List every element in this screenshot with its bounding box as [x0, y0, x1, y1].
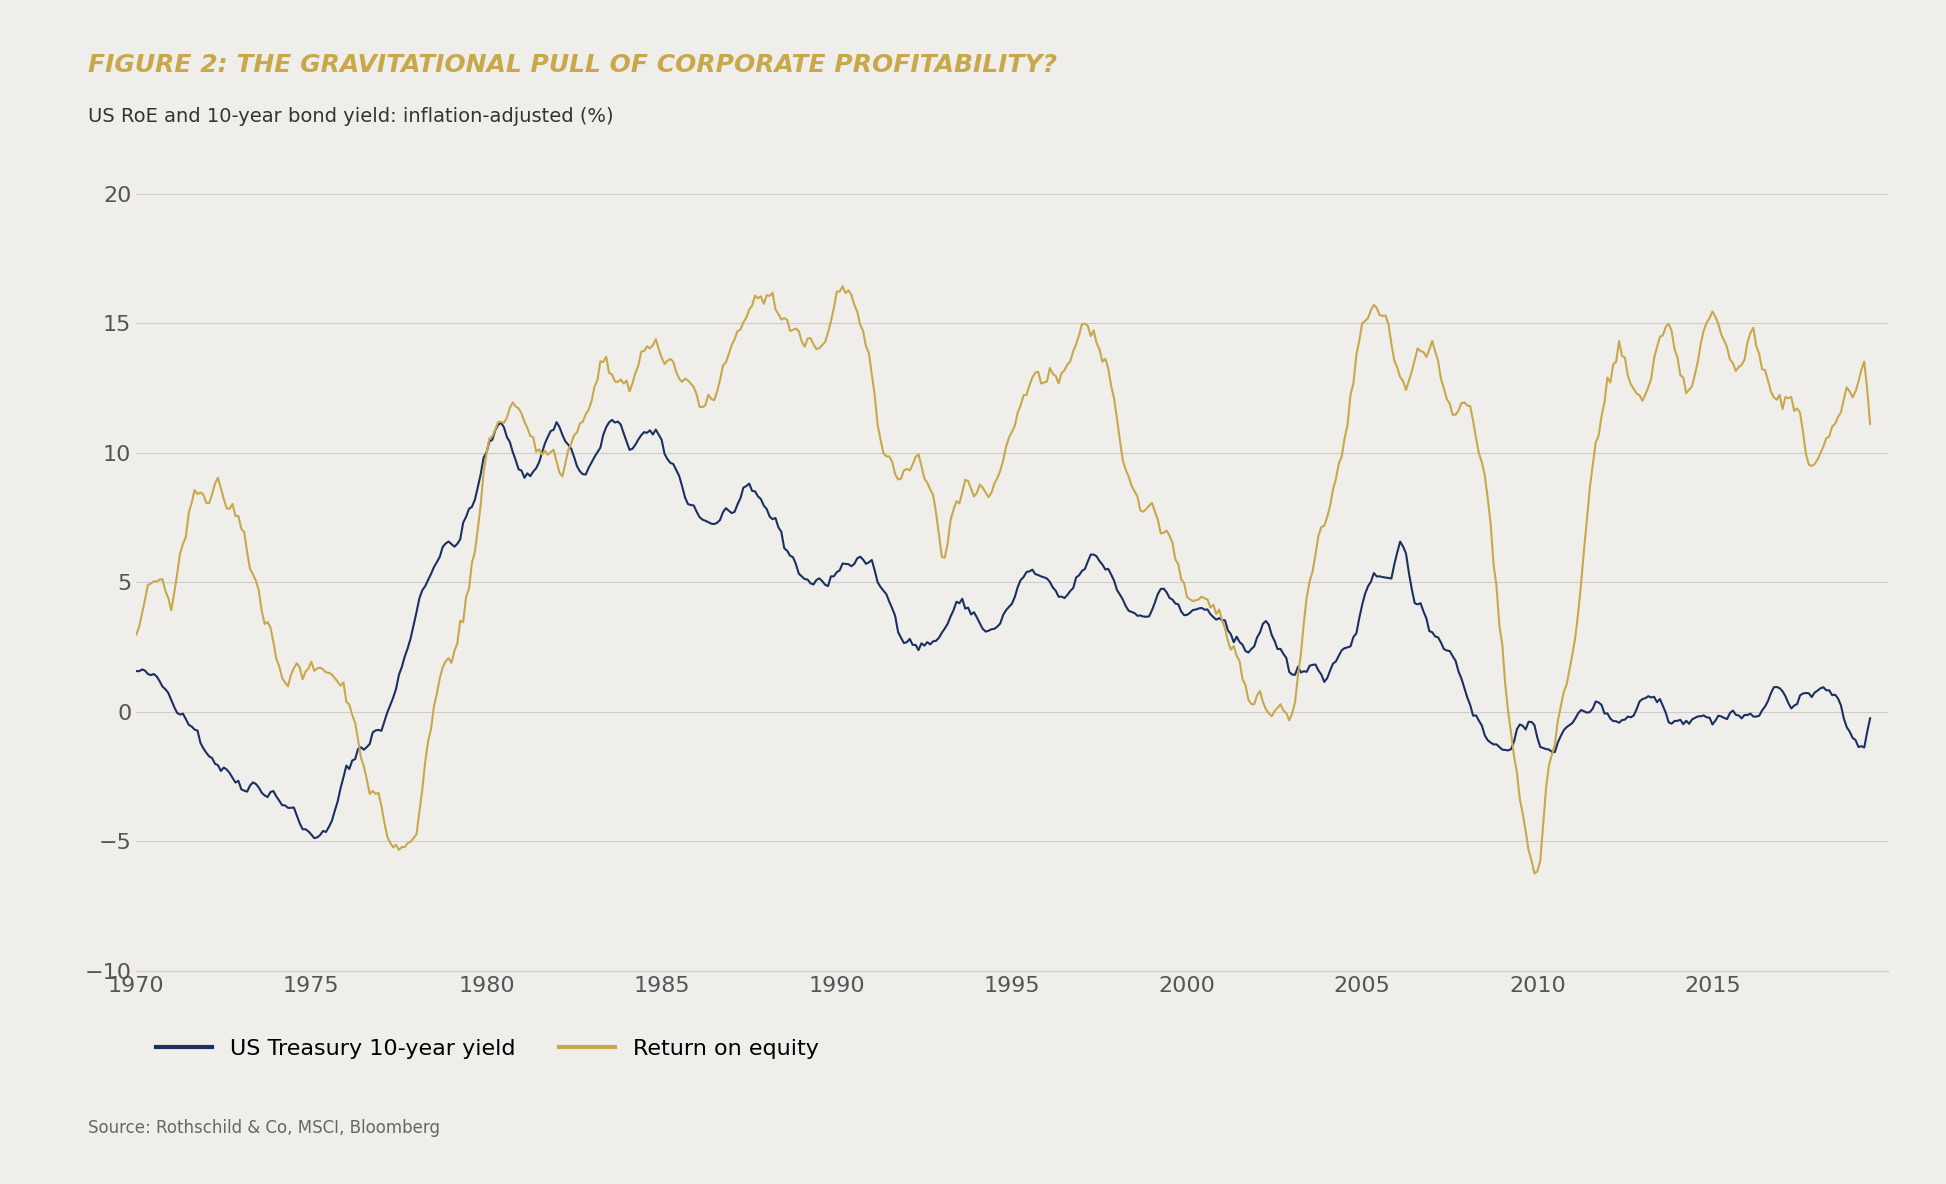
- Text: Source: Rothschild & Co, MSCI, Bloomberg: Source: Rothschild & Co, MSCI, Bloomberg: [88, 1119, 440, 1137]
- Text: FIGURE 2: THE GRAVITATIONAL PULL OF CORPORATE PROFITABILITY?: FIGURE 2: THE GRAVITATIONAL PULL OF CORP…: [88, 53, 1057, 77]
- Return on equity: [154, 584, 177, 598]
- Line: Return on equity: Return on equity: [136, 287, 1870, 874]
- US Treasury 10-year yield: [802, 578, 825, 592]
- Line: US Treasury 10-year yield: US Treasury 10-year yield: [136, 420, 1870, 838]
- Return on equity: [1193, 591, 1216, 605]
- US Treasury 10-year yield: [1858, 712, 1882, 726]
- Return on equity: [1858, 417, 1882, 431]
- US Treasury 10-year yield: [1170, 605, 1193, 619]
- Legend: US Treasury 10-year yield, Return on equity: US Treasury 10-year yield, Return on equ…: [148, 1030, 827, 1068]
- Return on equity: [1658, 316, 1681, 330]
- Return on equity: [1168, 558, 1191, 572]
- Return on equity: [831, 279, 854, 294]
- US Treasury 10-year yield: [1374, 571, 1397, 585]
- Return on equity: [796, 332, 819, 346]
- Return on equity: [1372, 309, 1395, 323]
- US Treasury 10-year yield: [154, 682, 177, 696]
- US Treasury 10-year yield: [1197, 603, 1220, 617]
- US Treasury 10-year yield: [125, 664, 148, 678]
- Text: US RoE and 10-year bond yield: inflation-adjusted (%): US RoE and 10-year bond yield: inflation…: [88, 107, 613, 126]
- US Treasury 10-year yield: [1658, 715, 1681, 729]
- US Treasury 10-year yield: [601, 413, 625, 427]
- US Treasury 10-year yield: [304, 831, 327, 845]
- Return on equity: [1524, 867, 1547, 881]
- Return on equity: [125, 628, 148, 642]
